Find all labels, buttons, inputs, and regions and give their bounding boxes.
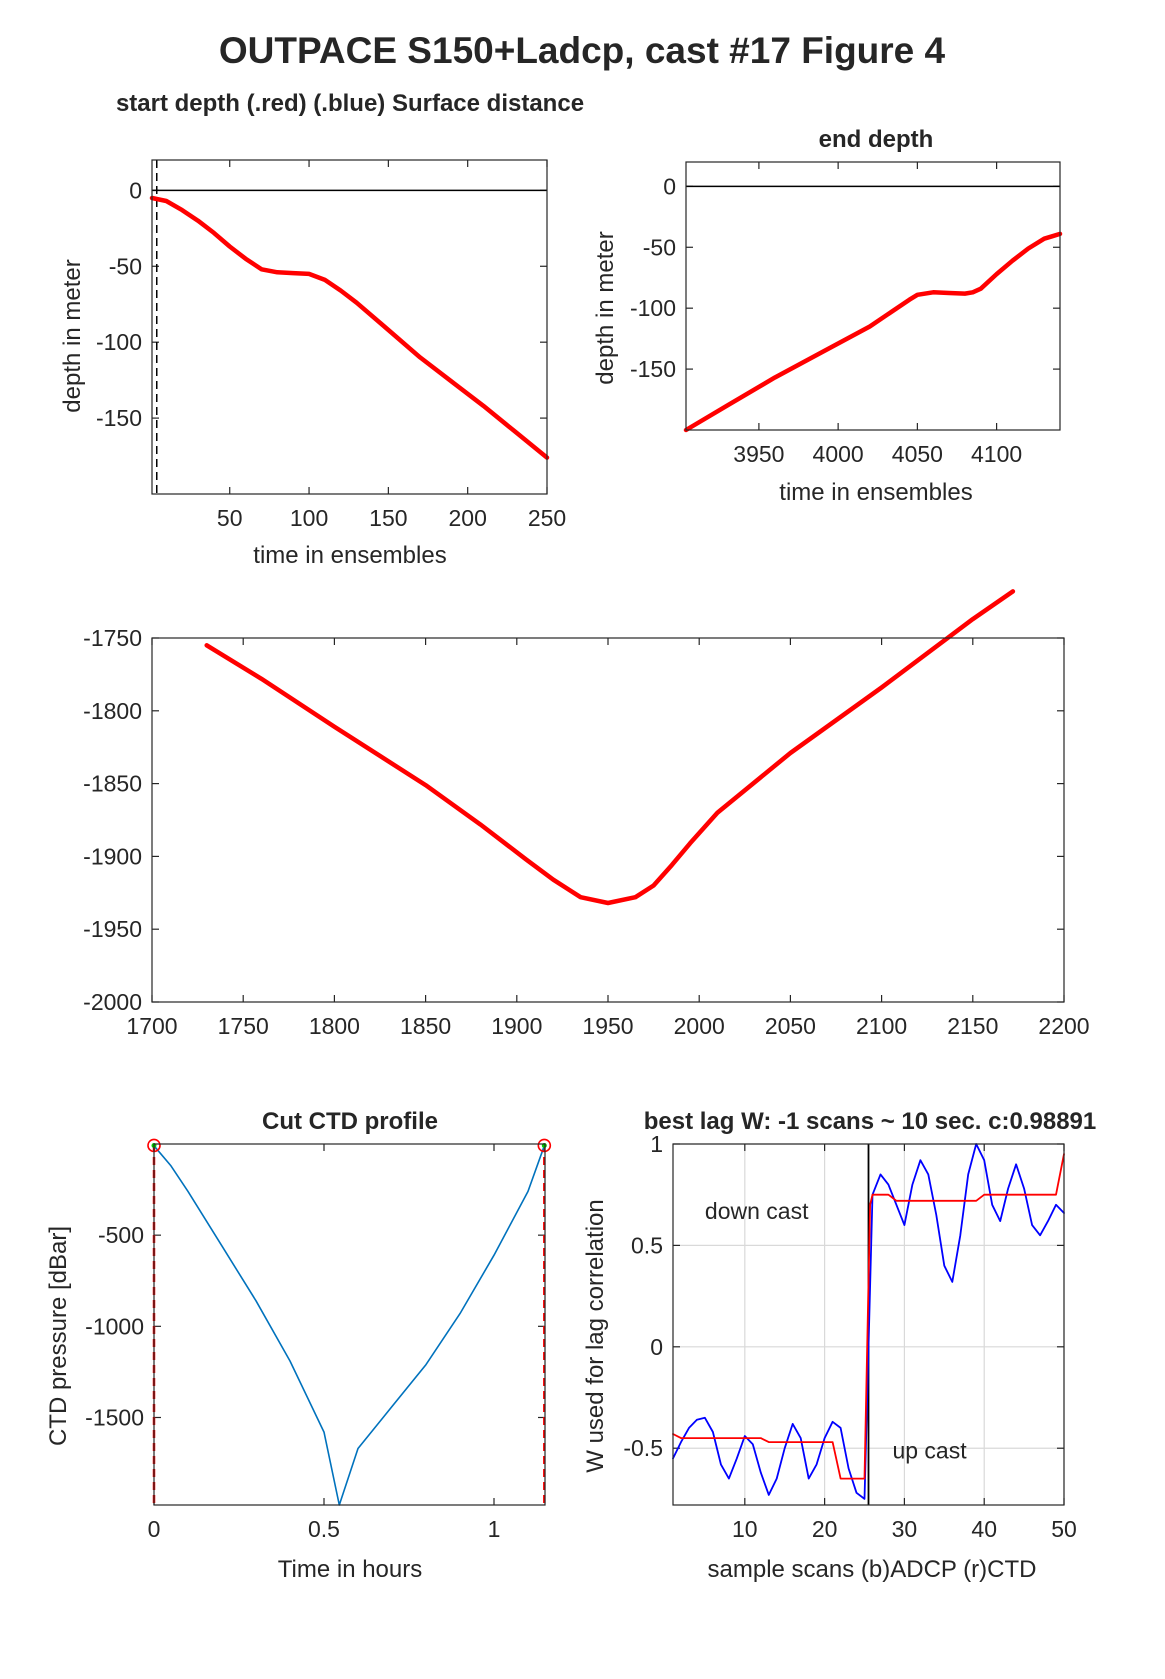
y-tick-label: -150 (630, 356, 676, 382)
y-tick-label: -0.5 (623, 1435, 663, 1461)
lag-ylabel: W used for lag correlation (582, 1199, 609, 1472)
cast-annotation: down cast (705, 1198, 809, 1224)
endpoint-marker (537, 1138, 552, 1153)
x-tick-label: 3950 (733, 441, 784, 467)
bottom-profile-plot: 1700 1750 1800 1850 1900 1950 2000 2050 2100 2150… (83, 589, 1090, 1039)
y-tick-label: 0 (663, 173, 676, 199)
y-tick-label: -50 (109, 253, 142, 279)
plot-background (686, 162, 1060, 430)
end-depth-xlabel: time in ensembles (779, 479, 972, 506)
x-tick-label: 1900 (491, 1013, 542, 1039)
adcp-series-line (672, 1143, 1065, 1500)
ctd-ylabel: CTD pressure [dBar] (45, 1226, 72, 1446)
axes-frame (151, 159, 548, 495)
y-tick-label: -1750 (83, 625, 142, 651)
x-tick-label: 1800 (309, 1013, 360, 1039)
x-tick-label: 20 (812, 1516, 838, 1542)
axes-frame (153, 1143, 546, 1506)
x-tick-label: 1850 (400, 1013, 451, 1039)
y-tick-label: -1950 (83, 916, 142, 942)
ctd-xlabel: Time in hours (278, 1556, 423, 1583)
x-tick-label: 2200 (1038, 1013, 1089, 1039)
series-line (204, 589, 1016, 906)
x-tick-label: 2050 (765, 1013, 816, 1039)
lag-axes: 10 20 30 40 50 1 0.5 0 -0.5 down cast up cast (623, 1131, 1076, 1542)
lag-xlabel: sample scans (b)ADCP (r)CTD (708, 1556, 1037, 1583)
bottom-profile-axes: 1700 1750 1800 1850 1900 1950 2000 2050 2100 2150… (83, 589, 1090, 1039)
x-tick-label: 250 (528, 505, 566, 531)
axes-frame (685, 161, 1061, 431)
x-tick-label: 50 (217, 505, 243, 531)
x-tick-label: 1 (488, 1516, 501, 1542)
y-tick-label: 0.5 (631, 1232, 663, 1258)
end-depth-title: end depth (819, 126, 934, 153)
end-depth-plot: end depth depth in meter time in ensembl… (592, 126, 1063, 506)
end-depth-axes: 3950 4000 4050 4100 0 -50 -100 -150 (630, 161, 1063, 467)
x-tick-label: 0.5 (308, 1516, 340, 1542)
start-depth-ylabel: depth in meter (59, 259, 86, 412)
figure-title: OUTPACE S150+Ladcp, cast #17 Figure 4 (219, 30, 946, 71)
lag-title: best lag W: -1 scans ~ 10 sec. c:0.98891 (644, 1108, 1096, 1135)
series-line (149, 195, 550, 460)
axes-frame (672, 1143, 1065, 1506)
x-tick-label: 40 (971, 1516, 997, 1542)
y-tick-label: -150 (96, 405, 142, 431)
x-tick-label: 10 (732, 1516, 758, 1542)
y-tick-label: 0 (129, 177, 142, 203)
x-tick-label: 50 (1051, 1516, 1077, 1542)
y-tick-label: -1800 (83, 698, 142, 724)
ctd-series-line (672, 1153, 1065, 1480)
cast-annotation: up cast (892, 1437, 967, 1463)
plot-background (152, 638, 1064, 1002)
start-depth-xlabel: time in ensembles (253, 542, 446, 569)
y-tick-label: -1900 (83, 843, 142, 869)
ctd-axes: 0 0.5 1 -500 -1000 -1500 (85, 1138, 552, 1542)
x-tick-label: 1700 (126, 1013, 177, 1039)
x-tick-label: 150 (369, 505, 407, 531)
x-tick-label: 4000 (813, 441, 864, 467)
cut-ctd-profile-plot: Cut CTD profile CTD pressure [dBar] Time… (45, 1108, 552, 1583)
y-tick-label: -50 (643, 234, 676, 260)
y-tick-label: -2000 (83, 989, 142, 1015)
x-tick-label: 2150 (947, 1013, 998, 1039)
lag-correlation-plot: best lag W: -1 scans ~ 10 sec. c:0.98891… (582, 1108, 1096, 1583)
start-depth-axes: 50 100 150 200 250 0 -50 -100 -150 (96, 159, 566, 531)
start-depth-title: start depth (.red) (.blue) Surface dista… (116, 90, 584, 117)
x-tick-label: 2100 (856, 1013, 907, 1039)
y-tick-label: 1 (650, 1131, 663, 1157)
x-tick-label: 1750 (218, 1013, 269, 1039)
x-tick-label: 30 (892, 1516, 918, 1542)
end-depth-ylabel: depth in meter (592, 231, 619, 384)
y-tick-label: -1500 (85, 1404, 144, 1430)
y-tick-label: -100 (630, 295, 676, 321)
x-tick-label: 4050 (892, 441, 943, 467)
plot-background (154, 1144, 545, 1505)
x-tick-label: 200 (448, 505, 486, 531)
y-tick-label: 0 (650, 1334, 663, 1360)
y-tick-label: -1850 (83, 771, 142, 797)
y-tick-label: -100 (96, 329, 142, 355)
x-tick-label: 100 (290, 505, 328, 531)
x-tick-label: 1950 (582, 1013, 633, 1039)
plot-background (152, 160, 547, 494)
x-tick-label: 4100 (971, 441, 1022, 467)
x-tick-label: 0 (148, 1516, 161, 1542)
ctd-title: Cut CTD profile (262, 1108, 438, 1135)
x-tick-label: 2000 (674, 1013, 725, 1039)
series-line (683, 231, 1063, 433)
axes-frame (151, 637, 1065, 1003)
y-tick-label: -1000 (85, 1313, 144, 1339)
y-tick-label: -500 (98, 1222, 144, 1248)
start-depth-plot: start depth (.red) (.blue) Surface dista… (59, 90, 584, 569)
